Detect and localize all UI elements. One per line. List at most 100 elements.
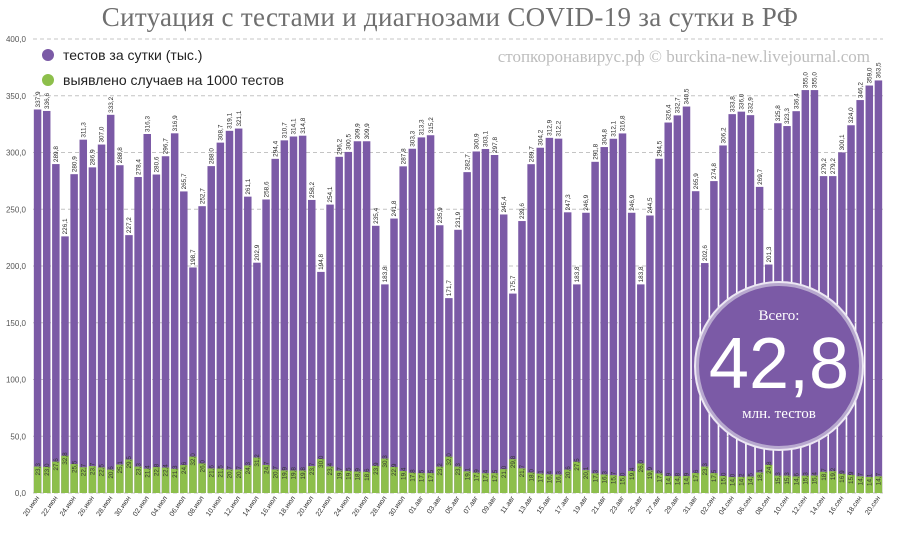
bar-tests xyxy=(308,199,316,493)
bar-cases xyxy=(308,466,316,493)
bar-cases xyxy=(646,470,654,493)
data-label-tests: 308,7 xyxy=(218,124,225,140)
bar-cases xyxy=(582,470,590,493)
bar-tests xyxy=(344,151,353,493)
data-label-tests: 261,1 xyxy=(245,178,252,194)
data-label-cases: 19,7 xyxy=(336,467,343,480)
data-label-cases: 18,1 xyxy=(757,469,764,482)
data-label-cases: 14,2 xyxy=(739,473,746,486)
data-label-tests: 336,4 xyxy=(793,93,800,109)
total-value: 42,8 xyxy=(708,324,850,404)
data-label-cases: 25,1 xyxy=(117,461,124,474)
bar-cases xyxy=(801,475,810,493)
bar-cases xyxy=(207,468,215,493)
bar-cases xyxy=(746,476,755,493)
bar-tests xyxy=(682,106,691,493)
data-label-tests: 288,8 xyxy=(117,147,124,163)
bar-cases xyxy=(116,464,124,493)
bar-cases xyxy=(518,468,526,493)
chart-title: Ситуация с тестами и диагнозами COVID-19… xyxy=(101,2,799,32)
data-label-cases: 15,7 xyxy=(611,471,618,484)
bar-tests xyxy=(52,164,60,493)
data-label-cases: 17,5 xyxy=(428,469,435,482)
data-label-cases: 25,5 xyxy=(71,460,78,473)
data-label-cases: 22,8 xyxy=(154,463,161,476)
data-label-tests: 312,2 xyxy=(556,120,563,136)
data-label-cases: 16,3 xyxy=(556,471,563,484)
x-tick-label: 12.июл xyxy=(223,495,242,518)
data-label-tests: 332,7 xyxy=(675,97,682,113)
data-label-cases: 29,8 xyxy=(510,455,517,468)
data-label-cases: 15,3 xyxy=(775,472,782,485)
bar-cases xyxy=(298,470,307,493)
bar-tests xyxy=(42,110,51,494)
data-label-tests: 314,1 xyxy=(291,118,298,134)
data-label-tests: 269,7 xyxy=(757,168,764,184)
bar-tests xyxy=(609,138,618,494)
x-tick-label: 28.июл xyxy=(370,495,389,518)
data-label-cases: 19,1 xyxy=(464,467,471,480)
bar-tests xyxy=(143,133,151,493)
bar-tests xyxy=(627,212,636,493)
x-tick-label: 31.авг xyxy=(682,495,699,516)
bar-tests xyxy=(271,158,279,493)
data-label-tests: 300,5 xyxy=(346,133,353,149)
data-label-cases: 22,5 xyxy=(99,464,106,477)
bar-cases xyxy=(79,467,88,493)
x-tick-label: 13.авг xyxy=(518,495,535,516)
data-label-tests: 265,7 xyxy=(181,173,188,189)
data-label-tests: 258,2 xyxy=(309,182,316,198)
data-label-tests: 279,2 xyxy=(830,158,837,174)
bar-cases xyxy=(810,475,819,493)
x-tick-label: 25.авг xyxy=(627,495,644,516)
bar-cases xyxy=(673,476,682,493)
bar-cases xyxy=(198,463,206,493)
bar-tests xyxy=(509,293,517,493)
bar-cases xyxy=(353,471,362,493)
data-labels: 337,9 23,3 336,6 23,0 289,8 27,6 226,1 32,8 280,… xyxy=(35,62,883,486)
bar-tests xyxy=(207,166,215,493)
bar-tests xyxy=(253,262,261,493)
total-badge: Всего: 42,8 млн. тестов xyxy=(696,283,862,449)
data-label-cases: 26,0 xyxy=(199,460,206,473)
data-label-cases: 17,4 xyxy=(483,469,490,482)
data-label-cases: 14,8 xyxy=(675,472,682,485)
x-tick-label: 12.сен xyxy=(791,495,809,516)
x-tick-label: 18.сен xyxy=(846,495,864,516)
data-label-tests: 294,4 xyxy=(272,140,279,156)
bar-tests xyxy=(664,122,672,493)
x-tick-label: 23.авг xyxy=(609,495,626,516)
data-label-tests: 346,2 xyxy=(857,82,864,98)
data-label-cases: 19,9 xyxy=(282,467,289,480)
bar-cases xyxy=(234,469,243,493)
data-label-tests: 274,8 xyxy=(711,163,718,179)
data-label-cases: 18,6 xyxy=(364,468,371,481)
data-label-tests: 296,7 xyxy=(163,138,170,154)
x-tick-label: 14.сен xyxy=(809,495,827,516)
data-label-cases: 16,3 xyxy=(601,471,608,484)
bar-cases xyxy=(554,474,563,493)
x-tick-label: 10.июл xyxy=(205,495,224,518)
bar-cases xyxy=(106,469,115,493)
data-label-tests: 235,9 xyxy=(437,207,444,223)
bar-tests xyxy=(865,85,874,493)
x-tick-label: 27.авг xyxy=(646,495,663,516)
data-label-tests: 239,6 xyxy=(519,203,526,219)
data-label-cases: 19,4 xyxy=(629,467,636,480)
x-tick-label: 07.авг xyxy=(463,495,480,516)
bar-tests xyxy=(225,130,234,493)
bar-cases xyxy=(774,475,782,493)
data-label-tests: 289,8 xyxy=(53,146,60,162)
data-label-tests: 315,2 xyxy=(428,117,435,133)
data-label-tests: 355,0 xyxy=(812,72,819,88)
data-label-tests: 300,9 xyxy=(473,133,480,149)
x-tick-label: 19.авг xyxy=(572,495,589,516)
data-label-cases: 30,0 xyxy=(318,455,325,468)
bar-cases xyxy=(463,471,471,493)
bar-cases xyxy=(499,469,508,493)
bar-tests xyxy=(499,214,508,493)
bar-cases xyxy=(244,465,252,493)
data-label-tests: 286,9 xyxy=(90,149,97,165)
bar-cases xyxy=(618,475,627,493)
bar-cases xyxy=(664,476,672,493)
